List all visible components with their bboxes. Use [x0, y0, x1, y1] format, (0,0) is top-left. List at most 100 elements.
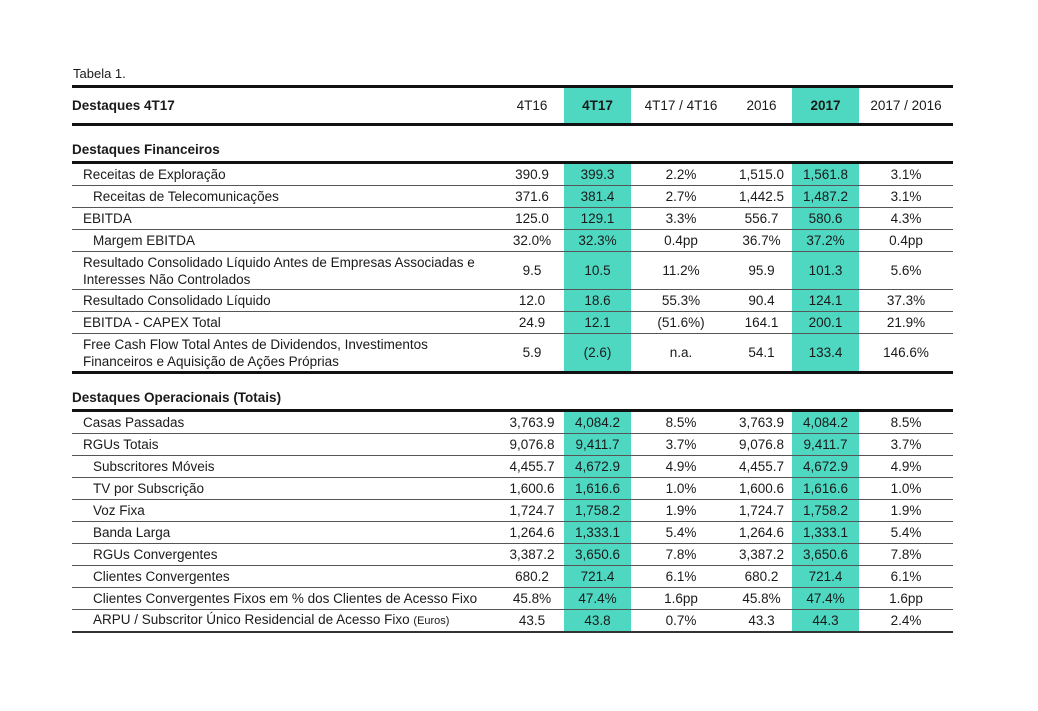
cell-2017-vs-2016: 8.5%: [859, 410, 953, 434]
row-label: RGUs Totais: [72, 433, 500, 456]
cell-2017: 1,333.1: [792, 521, 859, 544]
cell-4t16: 1,600.6: [500, 477, 564, 500]
cell-2017: 101.3: [792, 251, 859, 290]
row-label-text: Resultado Consolidado Líquido: [83, 293, 271, 308]
table-row: Free Cash Flow Total Antes de Dividendos…: [72, 333, 953, 374]
cell-4t16: 371.6: [500, 185, 564, 208]
cell-2017-vs-2016: 0.4pp: [859, 229, 953, 252]
cell-2016: 556.7: [731, 207, 792, 230]
cell-2017-vs-2016: 1.6pp: [859, 587, 953, 610]
cell-2016: 1,600.6: [731, 477, 792, 500]
cell-4t16: 43.5: [500, 609, 564, 633]
cell-4t16: 9.5: [500, 251, 564, 290]
row-label: Voz Fixa: [72, 499, 500, 522]
cell-4t17-vs-4t16: (51.6%): [631, 311, 731, 334]
cell-4t17-vs-4t16: 1.9%: [631, 499, 731, 522]
col-header-2017-vs-2016: 2017 / 2016: [859, 85, 953, 126]
table-row: Margem EBITDA 32.0% 32.3% 0.4pp 36.7% 37.2% 0.…: [72, 229, 953, 252]
cell-4t17: 32.3%: [564, 229, 631, 252]
row-label: Receitas de Exploração: [72, 162, 500, 186]
cell-2016: 1,442.5: [731, 185, 792, 208]
cell-2017-vs-2016: 3.7%: [859, 433, 953, 456]
table-row: EBITDA - CAPEX Total 24.9 12.1 (51.6%) 164.1…: [72, 311, 953, 334]
cell-4t17-vs-4t16: 3.7%: [631, 433, 731, 456]
cell-4t17-vs-4t16: 0.7%: [631, 609, 731, 633]
cell-2017: 1,561.8: [792, 162, 859, 186]
table-caption: Tabela 1.: [73, 66, 126, 81]
cell-2017-vs-2016: 2.4%: [859, 609, 953, 633]
row-label-text: RGUs Convergentes: [93, 547, 218, 562]
table-row: RGUs Convergentes 3,387.2 3,650.6 7.8% 3,387…: [72, 543, 953, 566]
cell-4t17: (2.6): [564, 333, 631, 374]
cell-4t17: 1,333.1: [564, 521, 631, 544]
table-row: Voz Fixa 1,724.7 1,758.2 1.9% 1,724.7 1,758.2…: [72, 499, 953, 522]
row-label-text: Banda Larga: [93, 525, 171, 540]
cell-4t17-vs-4t16: 2.7%: [631, 185, 731, 208]
cell-2017: 1,616.6: [792, 477, 859, 500]
cell-4t17-vs-4t16: 5.4%: [631, 521, 731, 544]
cell-2017: 9,411.7: [792, 433, 859, 456]
table-row: Receitas de Exploração 390.9 399.3 2.2% 1,51…: [72, 162, 953, 186]
cell-2017-vs-2016: 4.3%: [859, 207, 953, 230]
cell-4t17: 399.3: [564, 162, 631, 186]
cell-4t17-vs-4t16: 1.6pp: [631, 587, 731, 610]
row-label-text: TV por Subscrição: [93, 481, 205, 496]
cell-4t17: 9,411.7: [564, 433, 631, 456]
cell-2016: 95.9: [731, 251, 792, 290]
cell-4t17-vs-4t16: 4.9%: [631, 455, 731, 478]
section-header-row: Destaques Financeiros: [72, 124, 953, 164]
row-label-text: Receitas de Telecomunicações: [93, 189, 279, 204]
table-row: Resultado Consolidado Líquido 12.0 18.6 55.…: [72, 289, 953, 312]
cell-2016: 164.1: [731, 311, 792, 334]
cell-4t17: 47.4%: [564, 587, 631, 610]
cell-2016: 9,076.8: [731, 433, 792, 456]
cell-4t17: 721.4: [564, 565, 631, 588]
row-label: EBITDA - CAPEX Total: [72, 311, 500, 334]
cell-2017-vs-2016: 146.6%: [859, 333, 953, 374]
cell-4t17: 1,758.2: [564, 499, 631, 522]
row-label: ARPU / Subscritor Único Residencial de A…: [72, 609, 500, 633]
table-row: EBITDA 125.0 129.1 3.3% 556.7 580.6 4.3%: [72, 207, 953, 230]
cell-2016: 90.4: [731, 289, 792, 312]
cell-2017-vs-2016: 5.6%: [859, 251, 953, 290]
row-label: RGUs Convergentes: [72, 543, 500, 566]
row-label-text: Clientes Convergentes: [93, 569, 230, 584]
table-row: Clientes Convergentes Fixos em % dos Cli…: [72, 587, 953, 610]
row-label: Resultado Consolidado Líquido: [72, 289, 500, 312]
cell-4t17-vs-4t16: 3.3%: [631, 207, 731, 230]
cell-4t17: 4,672.9: [564, 455, 631, 478]
cell-2017: 133.4: [792, 333, 859, 374]
cell-4t16: 24.9: [500, 311, 564, 334]
cell-4t16: 390.9: [500, 162, 564, 186]
row-label: EBITDA: [72, 207, 500, 230]
table-row: Banda Larga 1,264.6 1,333.1 5.4% 1,264.6 1,33…: [72, 521, 953, 544]
cell-2016: 54.1: [731, 333, 792, 374]
row-label: TV por Subscrição: [72, 477, 500, 500]
cell-2017: 580.6: [792, 207, 859, 230]
row-label-text: Receitas de Exploração: [83, 167, 226, 182]
cell-2016: 1,264.6: [731, 521, 792, 544]
cell-4t17: 129.1: [564, 207, 631, 230]
cell-2017: 1,758.2: [792, 499, 859, 522]
cell-4t17: 43.8: [564, 609, 631, 633]
row-label: Casas Passadas: [72, 410, 500, 434]
cell-2016: 680.2: [731, 565, 792, 588]
cell-4t17-vs-4t16: n.a.: [631, 333, 731, 374]
cell-2017: 1,487.2: [792, 185, 859, 208]
cell-2017-vs-2016: 21.9%: [859, 311, 953, 334]
cell-2017: 721.4: [792, 565, 859, 588]
cell-2017-vs-2016: 3.1%: [859, 185, 953, 208]
cell-4t16: 5.9: [500, 333, 564, 374]
cell-4t17-vs-4t16: 0.4pp: [631, 229, 731, 252]
cell-2017: 47.4%: [792, 587, 859, 610]
row-label-text: Casas Passadas: [83, 415, 185, 430]
row-label-text: Margem EBITDA: [93, 233, 196, 248]
cell-4t17-vs-4t16: 8.5%: [631, 410, 731, 434]
cell-4t17: 381.4: [564, 185, 631, 208]
cell-4t17-vs-4t16: 6.1%: [631, 565, 731, 588]
section-title: Destaques Financeiros: [72, 124, 953, 164]
row-label-text: Resultado Consolidado Líquido Antes de E…: [83, 254, 475, 287]
cell-2017-vs-2016: 1.0%: [859, 477, 953, 500]
cell-2017-vs-2016: 3.1%: [859, 162, 953, 186]
col-header-2017: 2017: [792, 85, 859, 126]
